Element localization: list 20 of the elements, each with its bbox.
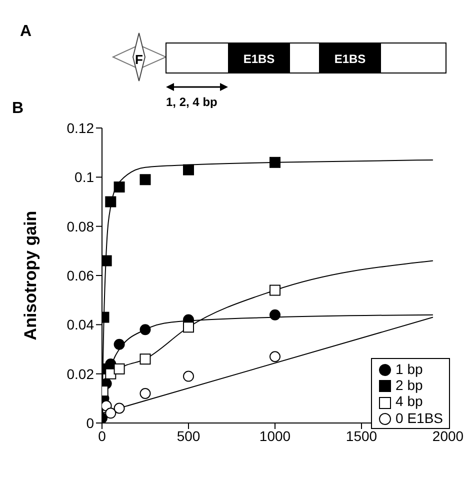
dna-construct-diagram: F E1BS E1BS [112,32,446,82]
y-tick-label: 0.02 [66,366,94,382]
y-tick-label: 0.08 [66,218,94,234]
legend-label: 2 bp [394,377,424,394]
x-tick-label: 1000 [259,428,291,444]
x-tick-label: 0 [98,428,106,444]
x-tick-label: 2000 [432,428,464,444]
y-tick-label: 0 [86,414,94,431]
x-tick-label: 1500 [346,428,378,444]
y-axis-title: Anisotropy gain [21,210,40,340]
y-tick-label: 0.12 [66,120,94,136]
y-tick-label: 0.04 [66,316,94,333]
text: A [20,23,32,40]
y-tick-label: 0.1 [74,169,94,186]
x-tick-label: 500 [176,428,200,444]
legend-label: 1 bp [394,360,424,378]
legend-label: 0 E1BS [394,410,443,426]
text: B [12,100,24,118]
y-tick-label: 0.06 [66,267,94,284]
legend-label: 4 bp [394,393,424,410]
